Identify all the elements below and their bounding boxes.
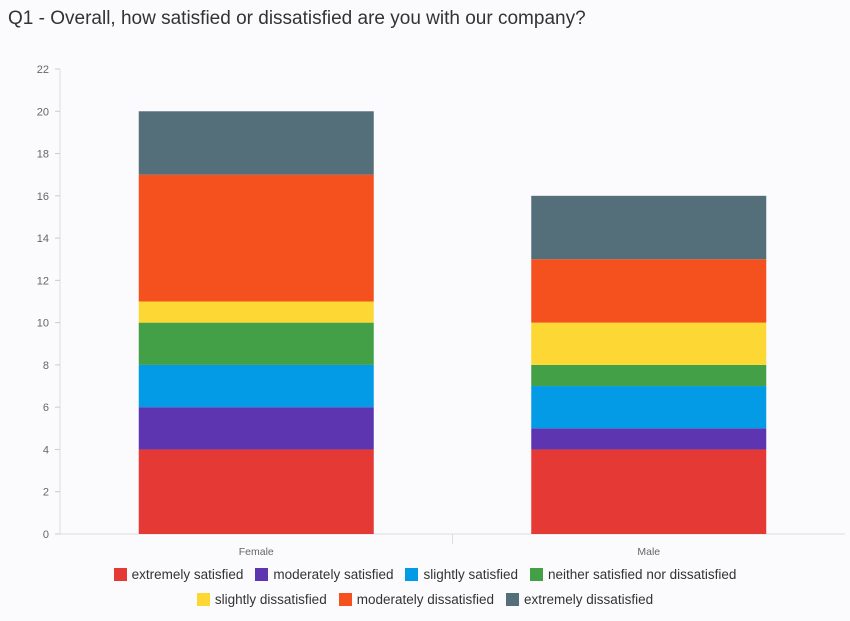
y-tick-label: 12: [37, 275, 49, 287]
y-tick-label: 20: [37, 106, 49, 118]
y-tick-label: 2: [43, 487, 49, 499]
bar-segment-male-moderately-satisfied: [531, 428, 767, 450]
y-tick-label: 10: [37, 318, 49, 330]
bar-segment-female-slightly-dissatisfied: [138, 301, 374, 323]
y-tick-label: 16: [37, 191, 49, 203]
y-tick-label: 0: [43, 529, 49, 541]
legend-row-1: extremely satisfied moderately satisfied s…: [0, 567, 850, 582]
y-tick-label: 22: [37, 64, 49, 76]
legend-swatch: [255, 568, 269, 581]
legend-item[interactable]: slightly dissatisfied: [196, 592, 327, 607]
legend-label: neither satisfied nor dissatisfied: [548, 567, 737, 582]
legend-swatch: [338, 593, 352, 606]
bar-segment-male-extremely-dissatisfied: [531, 195, 767, 260]
bar-segment-female-moderately-dissatisfied: [138, 174, 374, 302]
chart-title: Q1 - Overall, how satisfied or dissatisf…: [8, 8, 586, 29]
legend-item[interactable]: extremely dissatisfied: [506, 592, 653, 607]
legend-item[interactable]: slightly satisfied: [405, 567, 518, 582]
legend-label: moderately satisfied: [273, 567, 394, 582]
legend-label: slightly satisfied: [423, 567, 519, 582]
legend-item[interactable]: moderately satisfied: [255, 567, 393, 582]
y-tick-label: 8: [43, 360, 49, 372]
y-tick-label: 4: [43, 444, 49, 456]
legend-item[interactable]: neither satisfied nor dissatisfied: [530, 567, 736, 582]
y-tick-label: 14: [37, 233, 49, 245]
x-tick-label: Female: [239, 546, 274, 558]
bar-segment-female-slightly-satisfied: [138, 364, 374, 408]
bar-segment-female-neither-satisfied-nor-dissatisfied: [138, 322, 374, 365]
legend-swatch: [530, 568, 544, 581]
legend-swatch: [506, 593, 520, 606]
bar-segment-male-moderately-dissatisfied: [531, 259, 767, 323]
legend-item[interactable]: extremely satisfied: [113, 567, 244, 582]
legend-item[interactable]: moderately dissatisfied: [338, 592, 495, 607]
bar-segment-female-moderately-satisfied: [138, 407, 374, 450]
bar-segment-female-extremely-satisfied: [138, 449, 374, 534]
bar-segment-male-neither-satisfied-nor-dissatisfied: [531, 364, 767, 387]
legend-swatch: [405, 568, 419, 581]
legend-label: extremely dissatisfied: [524, 592, 654, 607]
y-tick-label: 18: [37, 149, 49, 161]
legend-label: extremely satisfied: [131, 567, 244, 582]
legend-swatch: [196, 593, 210, 606]
x-tick-label: Male: [637, 546, 660, 558]
bar-segment-male-slightly-satisfied: [531, 386, 767, 429]
legend-label: slightly dissatisfied: [214, 592, 327, 607]
y-tick-label: 6: [43, 402, 49, 414]
bar-segment-male-extremely-satisfied: [531, 449, 767, 534]
bar-segment-male-slightly-dissatisfied: [531, 322, 767, 365]
bar-segment-female-extremely-dissatisfied: [138, 111, 374, 175]
legend-row-2: slightly dissatisfied moderately dissatis…: [0, 592, 850, 607]
legend-swatch: [113, 568, 127, 581]
legend-label: moderately dissatisfied: [356, 592, 495, 607]
